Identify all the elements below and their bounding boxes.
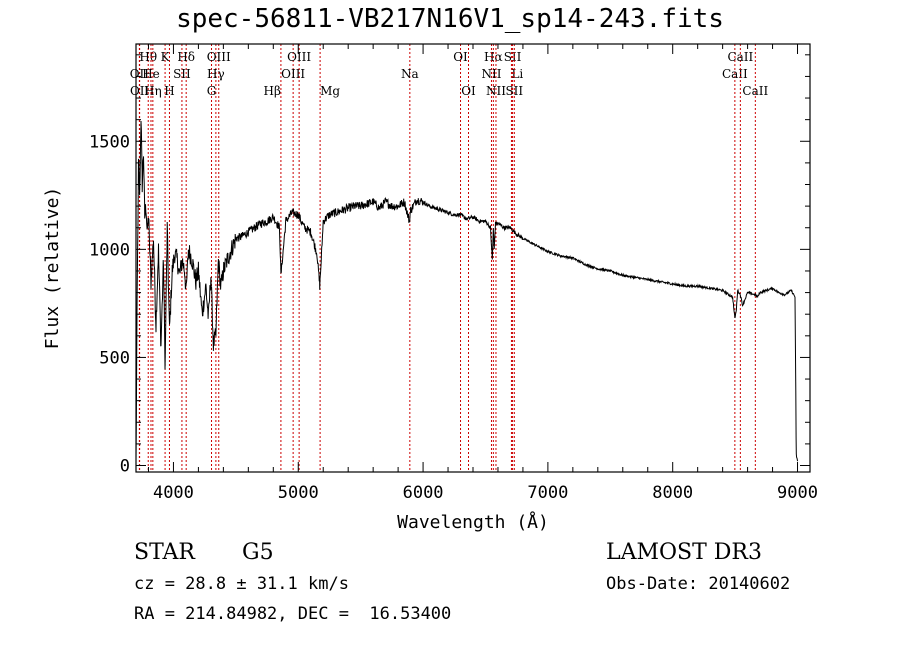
y-tick-label-1500: 1500 (89, 132, 130, 152)
x-tick-label-6000: 6000 (403, 483, 444, 503)
y-tick-label-0: 0 (120, 457, 130, 477)
x-tick-label-5000: 5000 (278, 483, 319, 503)
line-marker-label-24: SII (505, 84, 523, 98)
line-marker-label-16: Hη (144, 84, 162, 98)
object-subclass: G5 (242, 540, 274, 565)
survey-name: LAMOST DR3 (606, 540, 762, 565)
line-marker-label-17: SII (173, 67, 191, 81)
line-marker-label-27: CaII (742, 84, 768, 98)
y-axis-label: Flux (relative) (42, 187, 63, 350)
line-marker-label-2: Hβ (264, 84, 281, 98)
redshift-text: cz = 28.8 ± 31.1 km/s (134, 574, 349, 594)
x-tick-label-9000: 9000 (777, 483, 818, 503)
line-marker-label-5: H (164, 84, 174, 98)
line-marker-label-0: Hδ (177, 50, 195, 64)
spectrum-line (135, 120, 798, 462)
plot-axes: 4000 5000 6000 7000 8000 9000 0 500 1000 1500 (89, 43, 818, 503)
y-tick-label-1000: 1000 (89, 240, 130, 260)
x-tick-label-8000: 8000 (652, 483, 693, 503)
plot-frame (135, 43, 811, 473)
line-marker-label-25: CaII (722, 67, 748, 81)
line-marker-label-4: K (161, 50, 171, 64)
line-marker-label-19: OI (461, 84, 476, 98)
line-marker-label-11: OIII (287, 50, 311, 64)
y-tick-label-500: 500 (99, 348, 130, 368)
object-class: STAR (134, 540, 195, 565)
x-tick-label-4000: 4000 (153, 483, 194, 503)
obs-date-text: Obs-Date: 20140602 (606, 574, 791, 594)
line-marker-label-26: CaII (727, 50, 753, 64)
line-marker-label-21: NII (486, 84, 506, 98)
line-marker-label-6: G (207, 84, 217, 98)
x-axis-label: Wavelength (Å) (397, 511, 549, 533)
line-marker-label-22: SII (504, 50, 522, 64)
line-marker-label-10: OIII (281, 67, 305, 81)
line-marker-label-20: NII (481, 67, 501, 81)
line-marker-label-3: Hα (484, 50, 503, 64)
coordinates-text: RA = 214.84982, DEC = 16.53400 (134, 604, 452, 624)
x-tick-label-7000: 7000 (527, 483, 568, 503)
line-marker-label-8: Na (401, 67, 419, 81)
line-marker-label-13: OII (130, 84, 150, 98)
chart-title: spec-56811-VB217N16V1_sp14-243.fits (176, 4, 724, 34)
line-marker-label-15: He (142, 67, 160, 81)
line-marker-label-23: Li (511, 67, 523, 81)
line-marker-label-14: Hθ (139, 50, 157, 64)
line-marker-label-9: OIII (207, 50, 231, 64)
line-marker-label-1: Hγ (207, 67, 225, 81)
line-marker-label-18: OI (453, 50, 468, 64)
line-marker-label-7: Mg (320, 84, 340, 98)
